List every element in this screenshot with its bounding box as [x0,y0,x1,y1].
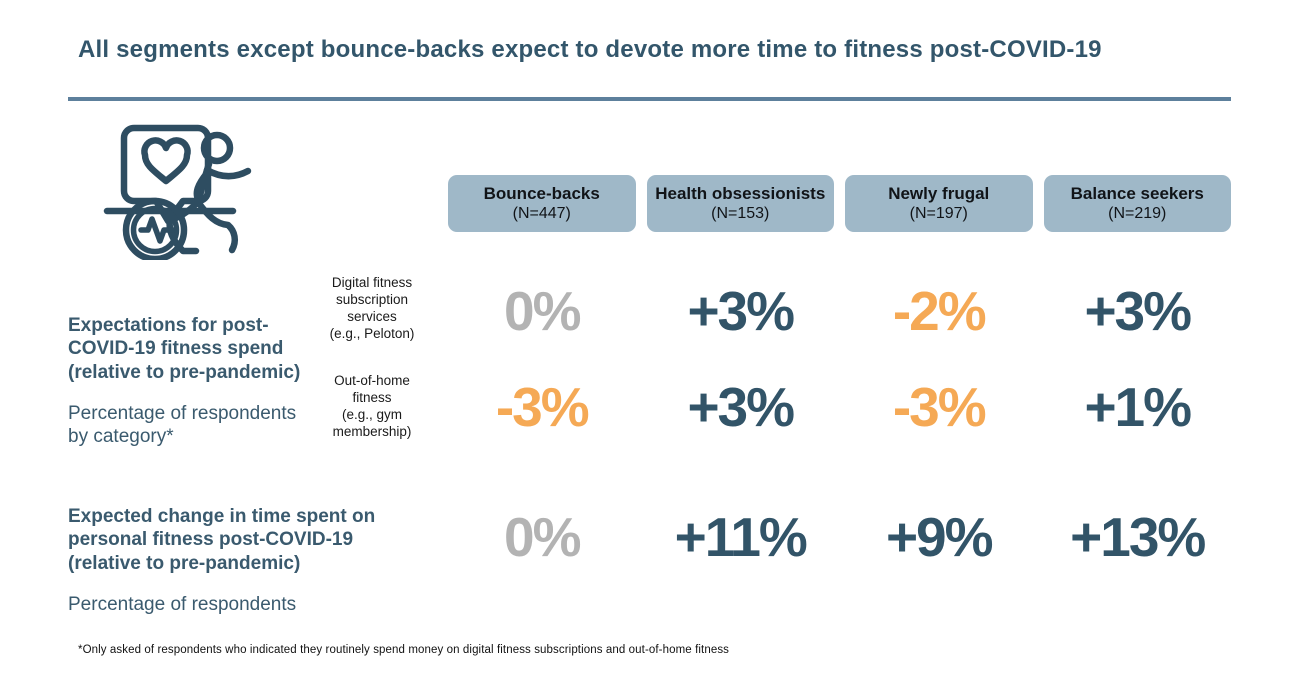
title-divider [68,97,1231,101]
segment-name: Balance seekers [1070,183,1204,203]
heart-outline [141,137,191,185]
value-cell: -3% [495,375,590,438]
row-group-label-time-sub: Percentage of respondents [68,594,297,616]
subrow-label-digital-fitness: Digital fitness subscription services (e… [329,275,415,341]
segment-sample-size: (N=197) [909,205,968,223]
value-cell: +3% [687,375,795,438]
value-cell: 0% [504,279,581,342]
subrow-label-out-of-home: Out-of-home fitness (e.g., gym membershi… [332,373,412,439]
segment-sample-size: (N=447) [512,205,571,223]
row-group-label-spend: Expectations for post- COVID-19 fitness … [68,296,328,467]
segment-pill: Health obsessionists (N=153) [646,175,834,232]
segment-sample-size: (N=153) [711,205,770,223]
row-group-label-spend-sub: Percentage of respondents by category* [68,403,297,448]
value-cell: +1% [1084,375,1192,438]
runner-back-leg [194,198,239,254]
value-cell: -3% [892,375,987,438]
page-title: All segments except bounce-backs expect … [78,36,1102,63]
footnote: *Only asked of respondents who indicated… [78,644,730,656]
pulse-circle-inner [130,205,180,255]
pulse-ecg-line [138,216,176,244]
pulse-circle-outer [122,197,188,263]
value-cell: +3% [1084,279,1192,342]
value-cell: +9% [885,505,994,568]
value-cell: -2% [892,279,987,342]
runner-heart-pulse-icon [103,120,265,263]
value-cell: 0% [504,505,581,568]
value-cell: +11% [674,505,808,568]
values-row-out-of-home: -3% +3% -3% +1% [448,376,1231,438]
values-row-time-spent: 0% +11% +9% +13% [448,503,1231,571]
row-group-label-time-bold: Expected change in time spent on persona… [68,506,376,574]
value-cell: +3% [687,279,795,342]
row-group-label-time: Expected change in time spent on persona… [68,487,418,634]
segment-name: Bounce-backs [483,183,600,203]
runner-back-arm [203,166,252,180]
segment-header-row: Bounce-backs (N=447) Health obsessionists (… [448,175,1231,232]
values-row-digital-fitness: 0% +3% -2% +3% [448,280,1231,342]
segment-name: Newly frugal [888,183,990,203]
segment-pill: Bounce-backs (N=447) [448,175,636,232]
row-group-label-spend-bold: Expectations for post- COVID-19 fitness … [68,315,301,383]
segment-pill: Newly frugal (N=197) [845,175,1033,232]
runner-head [200,131,234,165]
value-cell: +13% [1070,505,1206,568]
segment-pill: Balance seekers (N=219) [1043,175,1231,232]
segment-sample-size: (N=219) [1108,205,1167,223]
segment-name: Health obsessionists [655,183,826,203]
